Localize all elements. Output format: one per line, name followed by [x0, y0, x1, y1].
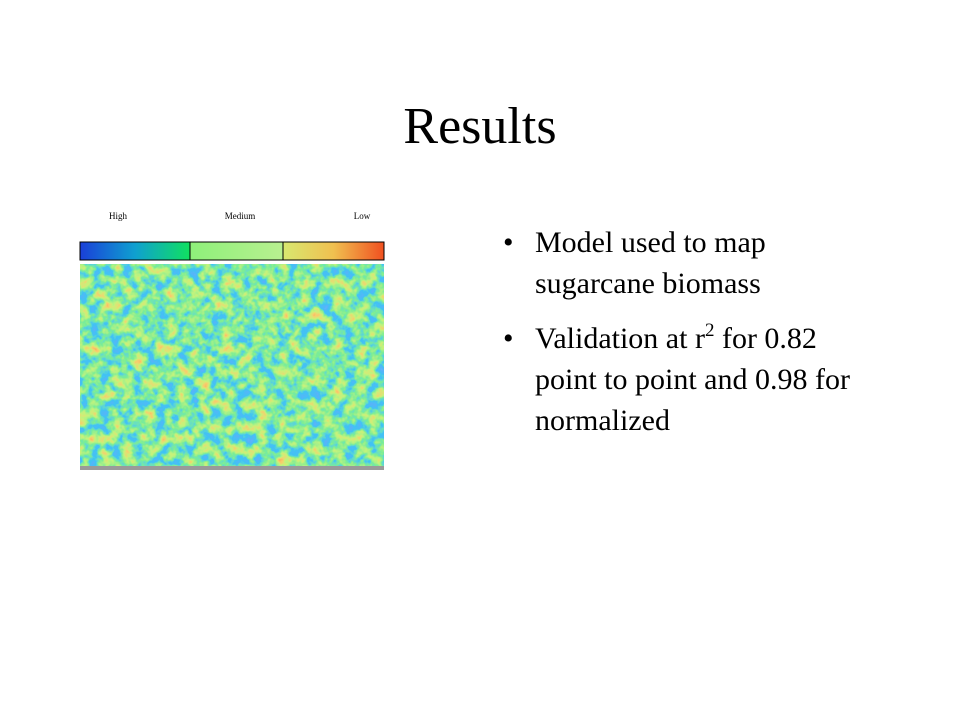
slide-title: Results	[403, 98, 557, 155]
legend-label: Medium	[224, 211, 256, 221]
bullet: Validation at r2 for 0.82 point to point…	[503, 318, 865, 441]
bullet-list: Model used to map sugarcane biomass Vali…	[503, 222, 865, 455]
bullet-text: for 0.82 point to point and 0.98 for nor…	[535, 322, 850, 437]
biomass-map	[80, 264, 384, 470]
legend-label: High	[109, 211, 127, 221]
legend-label: Low	[353, 211, 371, 221]
bullet-text: Model used to map sugarcane biomass	[535, 226, 766, 300]
bullet-text: Validation at r	[535, 322, 705, 355]
bullet: Model used to map sugarcane biomass	[503, 222, 865, 304]
superscript: 2	[704, 320, 715, 341]
legend-segment	[79, 241, 191, 261]
legend-segment	[282, 241, 385, 261]
legend-segment	[189, 241, 284, 261]
map-border	[80, 466, 384, 470]
